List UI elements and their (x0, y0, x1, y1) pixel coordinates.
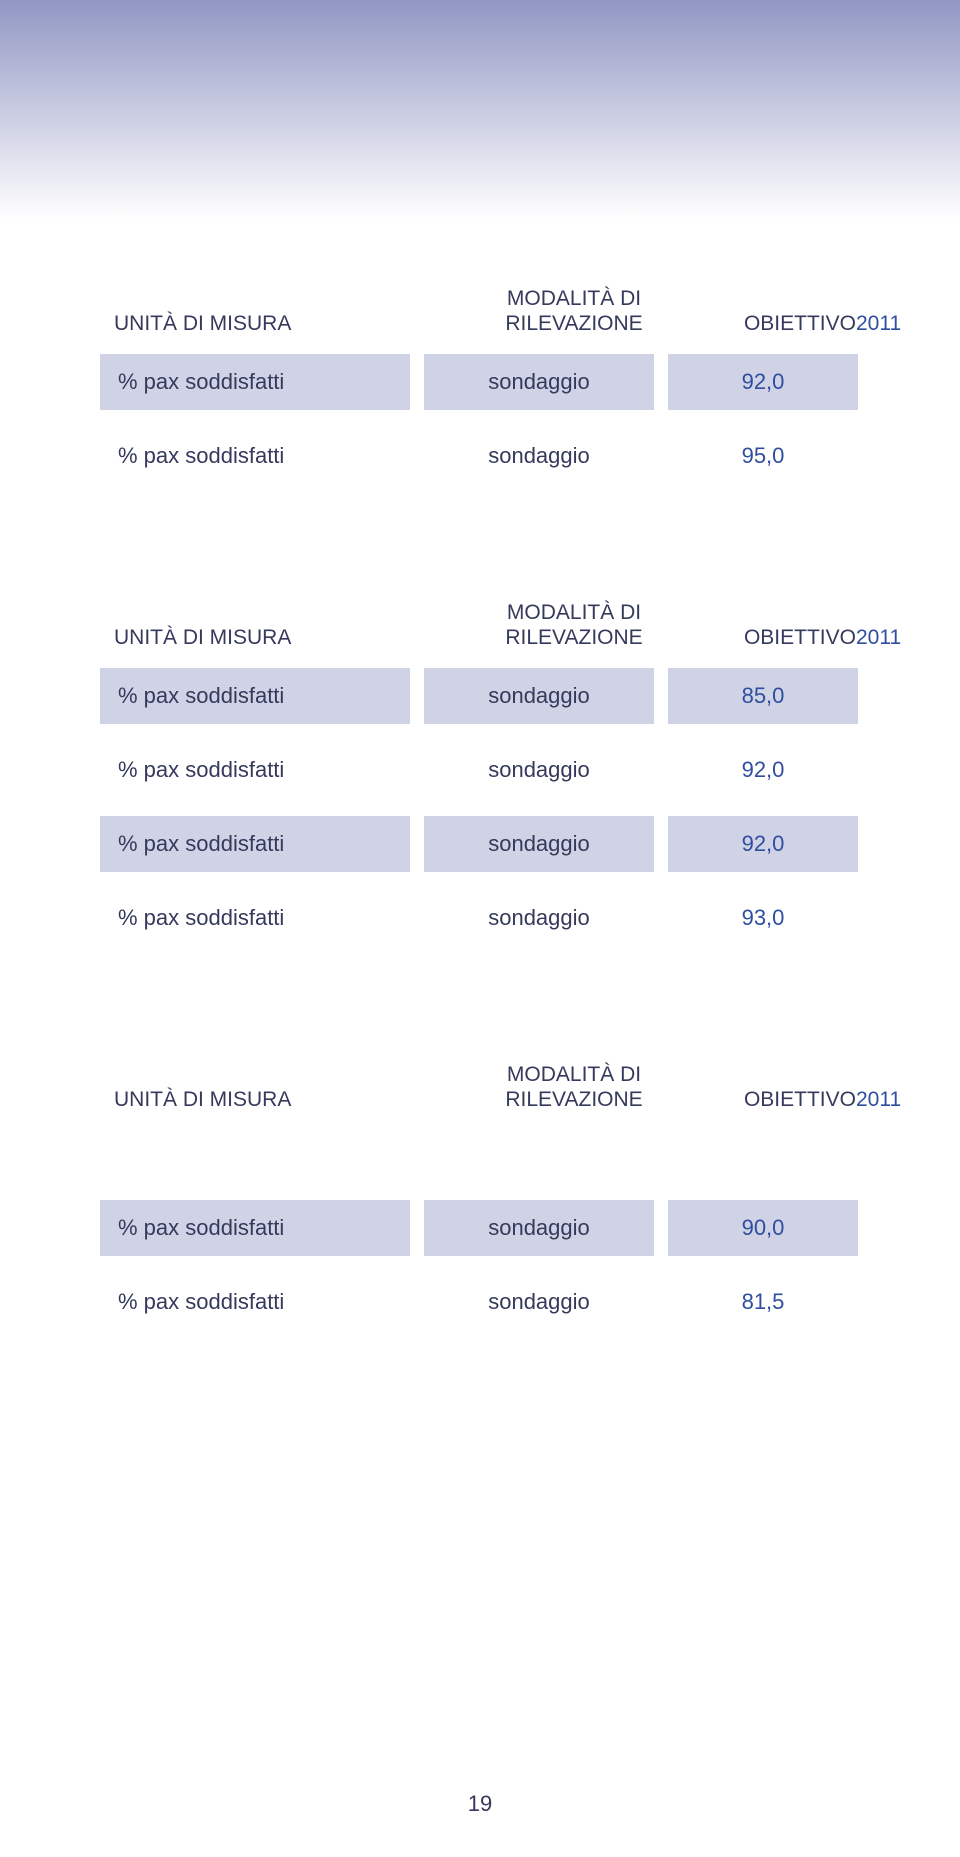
table-row: % pax soddisfattisondaggio92,0 (100, 742, 930, 798)
method-cell: sondaggio (424, 742, 654, 798)
target-cell: 92,0 (668, 816, 858, 872)
unit-cell: % pax soddisfatti (100, 428, 410, 484)
table-block: UNITÀ DI MISURA MODALITÀ DIRILEVAZIONE OBI… (100, 280, 930, 484)
unit-header: UNITÀ DI MISURA (100, 311, 433, 340)
table-row: % pax soddisfattisondaggio85,0 (100, 668, 930, 724)
table-row: % pax soddisfattisondaggio81,5 (100, 1274, 930, 1330)
unit-header: UNITÀ DI MISURA (100, 1087, 433, 1116)
method-cell: sondaggio (424, 668, 654, 724)
method-header: MODALITÀ DIRILEVAZIONE (447, 1062, 701, 1116)
header-gradient (0, 0, 960, 220)
table-header-row: UNITÀ DI MISURA MODALITÀ DIRILEVAZIONE OBI… (100, 1056, 930, 1116)
target-cell: 92,0 (668, 354, 858, 410)
method-cell: sondaggio (424, 890, 654, 946)
target-cell: 95,0 (668, 428, 858, 484)
method-cell: sondaggio (424, 354, 654, 410)
target-cell: 93,0 (668, 890, 858, 946)
unit-header: UNITÀ DI MISURA (100, 625, 433, 654)
table-header-row: UNITÀ DI MISURA MODALITÀ DIRILEVAZIONE OBI… (100, 594, 930, 654)
table-block: UNITÀ DI MISURA MODALITÀ DIRILEVAZIONE OBI… (100, 594, 930, 946)
table-row: % pax soddisfattisondaggio90,0 (100, 1200, 930, 1256)
unit-cell: % pax soddisfatti (100, 1200, 410, 1256)
unit-cell: % pax soddisfatti (100, 1274, 410, 1330)
target-cell: 92,0 (668, 742, 858, 798)
method-cell: sondaggio (424, 428, 654, 484)
table-row: % pax soddisfattisondaggio92,0 (100, 816, 930, 872)
unit-cell: % pax soddisfatti (100, 668, 410, 724)
spacer (100, 1130, 930, 1200)
method-cell: sondaggio (424, 816, 654, 872)
target-cell: 85,0 (668, 668, 858, 724)
target-cell: 81,5 (668, 1274, 858, 1330)
table-row: % pax soddisfattisondaggio93,0 (100, 890, 930, 946)
table-header-row: UNITÀ DI MISURA MODALITÀ DIRILEVAZIONE OBI… (100, 280, 930, 340)
target-header: OBIETTIVO 2011 (715, 1087, 930, 1116)
method-header: MODALITÀ DIRILEVAZIONE (447, 286, 701, 340)
method-header: MODALITÀ DIRILEVAZIONE (447, 600, 701, 654)
content-area: UNITÀ DI MISURA MODALITÀ DIRILEVAZIONE OBI… (0, 220, 960, 1330)
unit-cell: % pax soddisfatti (100, 742, 410, 798)
page: UNITÀ DI MISURA MODALITÀ DIRILEVAZIONE OBI… (0, 0, 960, 1857)
table-row: % pax soddisfattisondaggio95,0 (100, 428, 930, 484)
method-cell: sondaggio (424, 1200, 654, 1256)
table-row: % pax soddisfattisondaggio92,0 (100, 354, 930, 410)
target-header: OBIETTIVO 2011 (715, 311, 930, 340)
unit-cell: % pax soddisfatti (100, 354, 410, 410)
unit-cell: % pax soddisfatti (100, 816, 410, 872)
target-header: OBIETTIVO 2011 (715, 625, 930, 654)
unit-cell: % pax soddisfatti (100, 890, 410, 946)
table-block: UNITÀ DI MISURA MODALITÀ DIRILEVAZIONE OBI… (100, 1056, 930, 1330)
target-cell: 90,0 (668, 1200, 858, 1256)
page-number: 19 (0, 1791, 960, 1817)
method-cell: sondaggio (424, 1274, 654, 1330)
